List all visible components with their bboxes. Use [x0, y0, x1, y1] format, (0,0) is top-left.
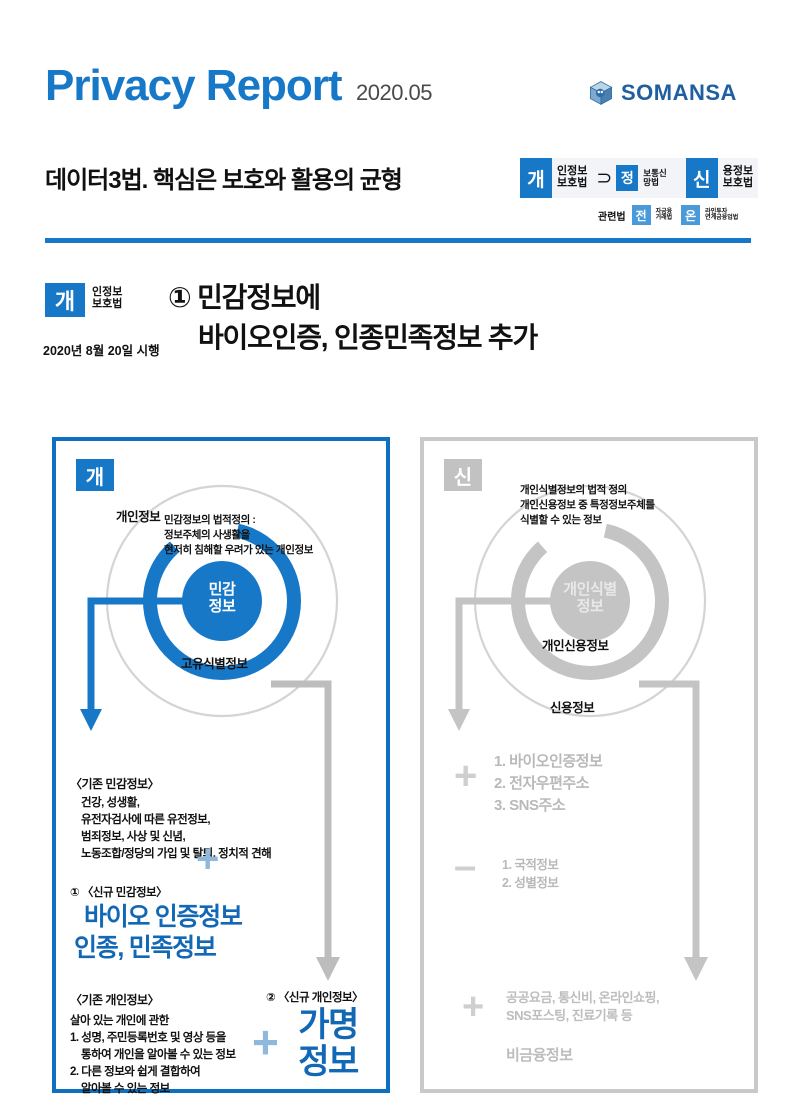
new-sensitive-line1: 바이오 인증정보: [84, 903, 243, 931]
middle-ring: [511, 522, 669, 680]
blue-connector-line: [87, 597, 222, 713]
existing-sensitive-line: 건강, 성생활,: [81, 797, 140, 809]
removed-items-list: 1. 국적정보 2. 성별정보: [502, 856, 559, 892]
gray-arrow-head-right: [684, 957, 708, 981]
gray-arrow-head: [316, 957, 340, 981]
gray-arrow-head-left: [448, 709, 470, 731]
section-badge-name: 인정보 보호법: [92, 286, 123, 311]
left-panel-diagram: [80, 484, 340, 981]
identifiable-info-definition: 개인식별정보의 법적 정의 개인신용정보 중 특정정보주체를 식별할 수 있는 …: [520, 484, 655, 526]
new-sensitive-line2: 인종, 민족정보: [74, 933, 217, 962]
existing-personal-block: 〈기존 개인정보〉 살아 있는 개인에 관한 1. 성명, 주민등록번호 및 영…: [70, 991, 236, 1098]
existing-sensitive-head: 〈기존 민감정보〉: [70, 777, 160, 791]
existing-sensitive-line: 노동조합/정당의 가입 및 탈퇴, 정치적 견해: [81, 848, 272, 861]
page-title: Privacy Report: [45, 61, 343, 110]
added-item: 2. 전자우편주소: [494, 774, 589, 792]
logo-text: SOMANSA: [621, 80, 737, 105]
section-title: ① 민감정보에 바이오인증, 인종민족정보 추가: [168, 278, 538, 358]
new-sensitive-block: ① 〈신규 민감정보〉 바이오 인증정보 인종, 민족정보: [70, 884, 243, 963]
existing-personal-line: 살아 있는 개인에 관한: [70, 1015, 169, 1027]
core-circle-label: 개인식별 정보: [563, 581, 617, 616]
outer-circle-label: 개인정보: [116, 510, 161, 524]
law-badge-strip: 개 인정보 보호법 ⊃ 정 보통신 망법 신 용정보 보호법: [520, 158, 759, 198]
somansa-cube-icon: [589, 81, 613, 106]
section-title-line2: 바이오인증, 인종민족정보 추가: [198, 321, 538, 353]
related-badge-efinance-name: 자금융 거래법: [655, 208, 673, 221]
law-badge-credit-char: 신: [685, 158, 718, 198]
section-title-line1: ① 민감정보에: [168, 282, 321, 313]
plus-sign-sensitive: +: [196, 837, 220, 881]
removed-minus-sign: –: [454, 844, 477, 888]
added-plus-sign: +: [454, 754, 478, 798]
nonfinancial-lines: 공공요금, 통신비, 온라인쇼핑, SNS포스팅, 진료기록 등: [506, 989, 660, 1026]
nonfinancial-line: 공공요금, 통신비, 온라인쇼핑,: [506, 990, 660, 1005]
law-badge-pipa-name: 인정보 보호법: [557, 165, 588, 189]
nonfinancial-label: 비금융정보: [506, 1047, 573, 1064]
left-panel-tag: 개: [76, 459, 114, 491]
existing-personal-line: 1. 성명, 주민등록번호 및 영상 등을: [70, 1032, 226, 1045]
added-item: 3. SNS주소: [494, 796, 566, 814]
new-sensitive-head: ① 〈신규 민감정보〉: [70, 887, 168, 899]
section-effective-date: 2020년 8월 20일 시행: [43, 344, 160, 358]
right-panel-diagram: [448, 484, 708, 981]
nonfinancial-line: SNS포스팅, 진료기록 등: [506, 1008, 633, 1024]
law-badge-credit: 신 용정보 보호법: [685, 158, 758, 198]
existing-personal-head: 〈기존 개인정보〉: [70, 993, 160, 1007]
plus-sign-personal: +: [252, 1016, 279, 1068]
existing-personal-line: 2. 다른 정보와 쉽게 결합하여: [70, 1066, 201, 1079]
gray-connector-line: [271, 680, 332, 961]
new-personal-head: ② 〈신규 개인정보〉: [266, 992, 364, 1004]
left-panel: 개 개인정보 고유식별정보 민감 정보 민감정보의 법적정의 : 정보주체의 사…: [52, 437, 390, 1095]
added-item: 1. 바이오인증정보: [494, 753, 603, 770]
law-badge-network: 정 보통신 망법: [616, 158, 671, 198]
law-badge-credit-name: 용정보 보호법: [722, 165, 754, 189]
removed-item: 2. 성별정보: [502, 876, 559, 891]
core-circle-label: 민감 정보: [208, 581, 236, 616]
law-badge-network-char: 정: [616, 165, 639, 191]
added-items-list: 1. 바이오인증정보 2. 전자우편주소 3. SNS주소: [494, 751, 603, 816]
header-divider: [45, 238, 751, 243]
related-law-row: 관련법 전 자금융 거래법 온 라인투자 연계금융업법: [598, 205, 743, 225]
removed-item: 1. 국적정보: [502, 858, 559, 872]
related-law-label: 관련법: [598, 211, 626, 223]
existing-sensitive-line: 유전자검사에 따른 유전정보,: [81, 814, 211, 827]
nonfinancial-plus-sign: +: [462, 986, 485, 1028]
blue-arrow-head: [80, 709, 102, 731]
existing-personal-line: 통하여 개인을 알아볼 수 있는 정보: [81, 1049, 236, 1062]
existing-sensitive-line: 범죄정보, 사상 및 신념,: [81, 831, 186, 844]
middle-ring-label: 고유식별정보: [181, 657, 248, 671]
gray-connector-right: [639, 680, 700, 961]
related-badge-efinance: 전 자금융 거래법: [631, 205, 678, 225]
outer-circle-label: 신용정보: [550, 701, 595, 715]
new-personal-value: 가명 정보: [298, 1006, 359, 1082]
right-panel-tag: 신: [444, 459, 482, 491]
gray-connector-left: [455, 597, 590, 713]
sensitive-info-definition: 민감정보의 법적정의 : 정보주체의 사생활을 현저히 침해할 우려가 있는 개…: [164, 514, 313, 556]
somansa-logo: SOMANSA: [588, 80, 737, 106]
law-badge-pipa-char: 개: [520, 158, 552, 198]
subset-symbol: ⊃: [596, 167, 613, 189]
middle-ring: [143, 522, 301, 680]
related-badge-p2p-name: 라인투자 연계금융업법: [705, 208, 739, 221]
existing-personal-line: 알아볼 수 있는 정보: [81, 1083, 170, 1096]
middle-ring-label: 개인신용정보: [542, 639, 609, 653]
related-badge-p2p-char: 온: [681, 205, 701, 225]
related-badge-efinance-char: 전: [631, 205, 651, 225]
law-badge-pipa: 개 인정보 보호법: [520, 158, 592, 198]
existing-sensitive-block: 〈기존 민감정보〉 건강, 성생활, 유전자검사에 따른 유전정보, 범죄정보,…: [70, 775, 272, 863]
law-badge-network-name: 보통신 망법: [643, 168, 667, 187]
right-panel: 신 신용정보 개인신용정보 개인식별 정보 개인식별정보의 법적 정의 개인신용…: [420, 437, 758, 1093]
report-date: 2020.05: [356, 80, 433, 105]
section-badge-char: 개: [45, 283, 85, 317]
subtitle: 데이터3법. 핵심은 보호와 활용의 균형: [45, 167, 403, 194]
related-badge-p2p: 온 라인투자 연계금융업법: [681, 205, 743, 225]
